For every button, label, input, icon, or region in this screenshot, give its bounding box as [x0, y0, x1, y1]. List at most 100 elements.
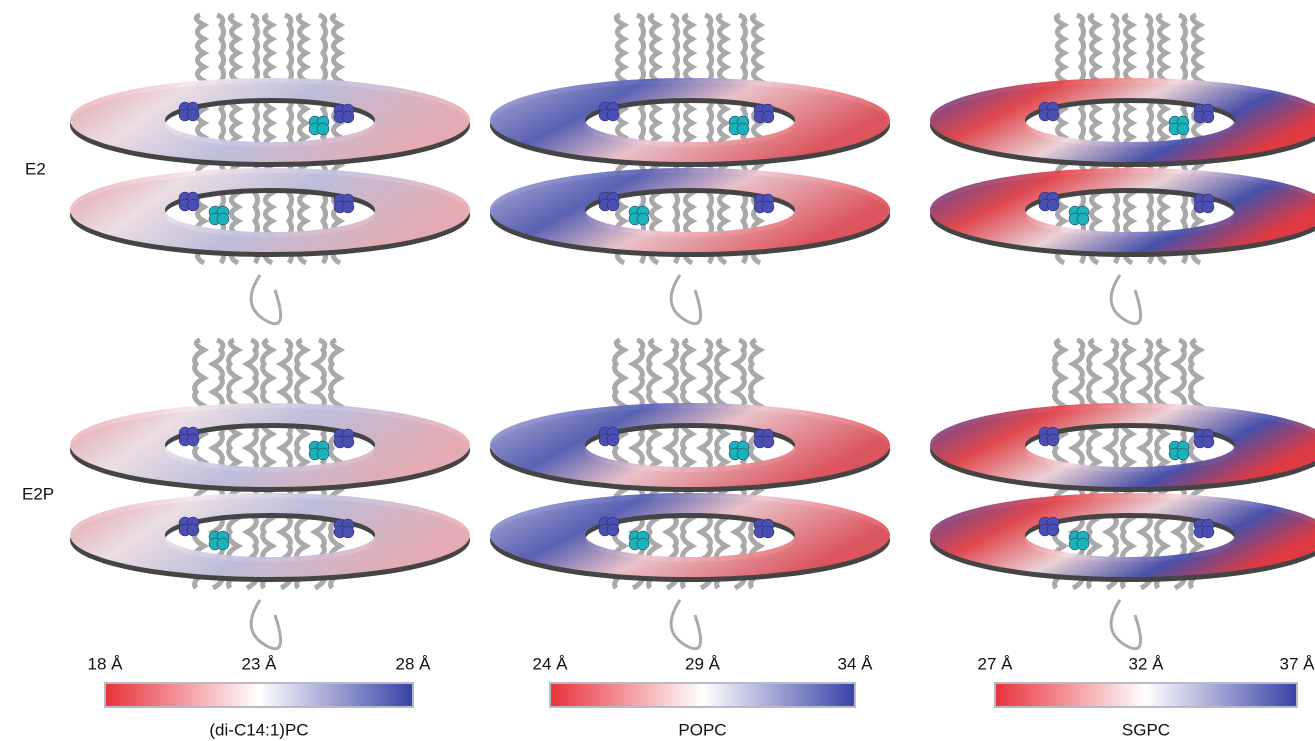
protein-helix: [1141, 340, 1151, 588]
colorbar-tick-label: 29 Å: [685, 654, 721, 673]
colorbar-tick-label: 28 Å: [396, 654, 432, 673]
residue-sphere: [1077, 213, 1089, 225]
protein-helix: [1111, 15, 1118, 263]
protein-loop: [251, 275, 281, 324]
residue-sphere: [187, 199, 199, 211]
residue-sphere: [737, 448, 749, 460]
protein-helix: [684, 15, 692, 263]
residue-sphere: [317, 448, 329, 460]
colorbar-tick-label: 18 Å: [88, 654, 124, 673]
residue-sphere: [607, 434, 619, 446]
residue-sphere: [1202, 436, 1214, 448]
residue-sphere: [1202, 111, 1214, 123]
residue-sphere: [737, 123, 749, 135]
protein-helix: [671, 15, 678, 263]
protein-helix: [637, 15, 644, 263]
protein-helix: [1123, 340, 1132, 588]
protein-helix: [1158, 15, 1166, 263]
protein-helix: [1089, 340, 1098, 588]
protein-helix: [667, 340, 677, 588]
residue-sphere: [187, 434, 199, 446]
row-label: E2P: [22, 484, 54, 503]
colorbar: [550, 683, 855, 707]
residue-sphere: [1177, 123, 1189, 135]
residue-sphere: [1047, 199, 1059, 211]
protein-helix: [1107, 340, 1117, 588]
colorbar-tick-label: 37 Å: [1280, 654, 1315, 673]
protein-helix: [229, 340, 238, 588]
residue-sphere: [217, 538, 229, 550]
colorbar-label: (di-C14:1)PC: [209, 720, 308, 739]
protein-helix: [297, 340, 306, 588]
figure-canvas: E2 E2P 18 Å 23 Å 28 Å (di-C14:1)PC 24 Å 29 Å 3…: [0, 0, 1315, 741]
residue-sphere: [1077, 538, 1089, 550]
protein-helix: [230, 15, 238, 263]
residue-sphere: [637, 538, 649, 550]
protein-helix: [285, 15, 292, 263]
protein-helix: [718, 15, 726, 263]
figure: E2 E2P 18 Å 23 Å 28 Å (di-C14:1)PC 24 Å 29 Å 3…: [0, 0, 1315, 741]
protein-helix: [1124, 15, 1132, 263]
protein-loop: [1111, 275, 1141, 324]
residue-sphere: [1202, 201, 1214, 213]
residue-sphere: [762, 526, 774, 538]
residue-sphere: [762, 436, 774, 448]
protein-helix: [1157, 340, 1166, 588]
colorbar-tick-label: 34 Å: [838, 654, 874, 673]
protein-helix: [649, 340, 658, 588]
colorbar-label: SGPC: [1122, 720, 1170, 739]
colorbar-tick-label: 23 Å: [242, 654, 278, 673]
protein-helix: [264, 15, 272, 263]
protein-helix: [1090, 15, 1098, 263]
protein-helix: [1145, 15, 1152, 263]
colorbar: [995, 683, 1297, 707]
colorbar-tick-label: 32 Å: [1129, 654, 1165, 673]
protein-helix: [217, 15, 224, 263]
colorbar-label: POPC: [678, 720, 726, 739]
protein-helix: [1077, 15, 1084, 263]
residue-sphere: [607, 199, 619, 211]
protein-helix: [717, 340, 726, 588]
membrane-surface: [490, 493, 890, 577]
colorbar-tick-label: 24 Å: [533, 654, 569, 673]
row-label: E2: [25, 159, 46, 178]
residue-sphere: [637, 213, 649, 225]
membrane-surface: [930, 168, 1315, 252]
residue-sphere: [187, 109, 199, 121]
membrane-surface: [930, 78, 1315, 162]
membrane-surface: [490, 403, 890, 487]
membrane-surface: [70, 493, 470, 577]
residue-sphere: [762, 201, 774, 213]
residue-sphere: [342, 526, 354, 538]
residue-sphere: [1202, 526, 1214, 538]
protein-loop: [671, 600, 701, 649]
residue-sphere: [217, 213, 229, 225]
protein-helix: [263, 340, 272, 588]
colorbar: [105, 683, 413, 707]
residue-sphere: [342, 201, 354, 213]
residue-sphere: [1177, 448, 1189, 460]
residue-sphere: [342, 436, 354, 448]
protein-helix: [281, 340, 291, 588]
residue-sphere: [1047, 434, 1059, 446]
residue-sphere: [1047, 109, 1059, 121]
membrane-surface: [70, 403, 470, 487]
protein-helix: [247, 340, 257, 588]
residue-sphere: [317, 123, 329, 135]
residue-sphere: [607, 109, 619, 121]
residue-sphere: [187, 524, 199, 536]
protein-helix: [650, 15, 658, 263]
protein-loop: [671, 275, 701, 324]
protein-loop: [1111, 600, 1141, 649]
residue-sphere: [607, 524, 619, 536]
protein-helix: [298, 15, 306, 263]
residue-sphere: [762, 111, 774, 123]
residue-sphere: [342, 111, 354, 123]
protein-helix: [705, 15, 712, 263]
protein-helix: [251, 15, 258, 263]
colorbar-tick-label: 27 Å: [978, 654, 1014, 673]
protein-helix: [701, 340, 711, 588]
protein-helix: [683, 340, 692, 588]
residue-sphere: [1047, 524, 1059, 536]
protein-loop: [251, 600, 281, 649]
